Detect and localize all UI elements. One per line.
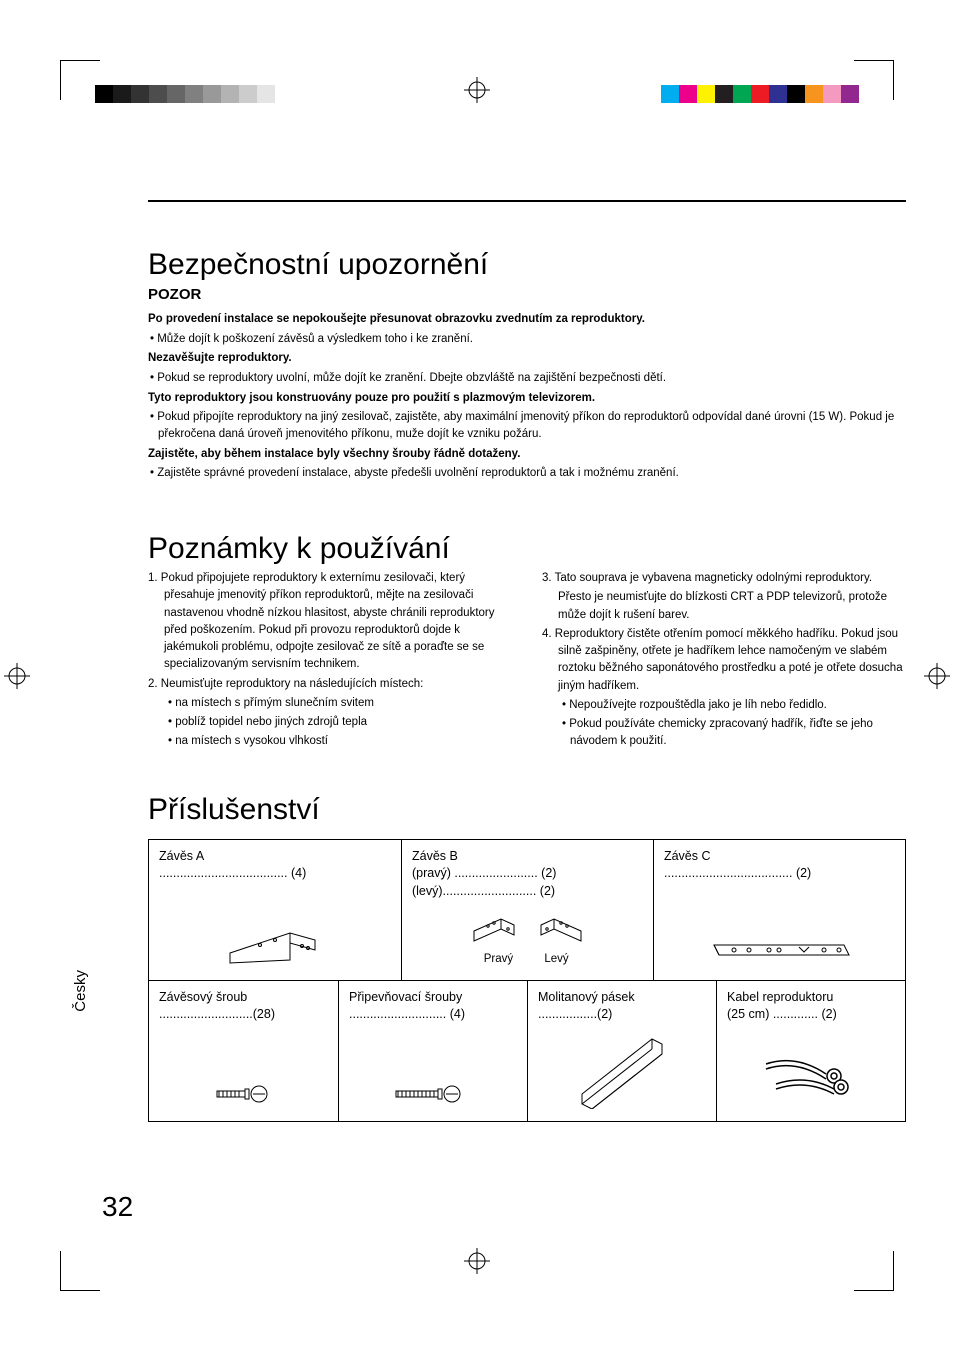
safety-p8: • Zajistěte správné provedení instalace,… — [148, 465, 906, 482]
acc-qty: (25 cm) ............. (2) — [727, 1006, 895, 1024]
acc-qty-l: (levý)........................... (2) — [412, 883, 643, 901]
safety-paragraphs: Po provedení instalace se nepokoušejte p… — [148, 311, 906, 482]
note-3b: Přesto je neumisťujte do blízkosti CRT a… — [542, 589, 906, 624]
page-content: Bezpečnostní upozornění POZOR Po provede… — [148, 230, 906, 1122]
registration-mark-left — [4, 663, 30, 689]
caution-label: POZOR — [148, 286, 906, 303]
registration-mark-right — [924, 663, 950, 689]
safety-p3: Nezavěšujte reproduktory. — [148, 350, 906, 367]
registration-mark-bottom — [464, 1248, 490, 1274]
safety-p5: Tyto reproduktory jsou konstruovány pouz… — [148, 390, 906, 407]
note-2a: • na místech s přímým slunečním svitem — [148, 695, 512, 712]
bracket-c-icon — [704, 933, 854, 968]
bracket-b-icons: PravýLevý — [402, 901, 653, 968]
acc-label: Připevňovací šrouby — [349, 989, 517, 1007]
acc-qty: ..................................... (2… — [664, 865, 895, 883]
sub-label-right: Pravý — [469, 951, 527, 967]
note-3a: 3. Tato souprava je vybavena magneticky … — [542, 570, 906, 587]
bracket-screw-icon — [209, 1079, 279, 1109]
speaker-cable-icon — [756, 1049, 866, 1109]
safety-p1: Po provedení instalace se nepokoušejte p… — [148, 311, 906, 328]
acc-label: Závěs A — [159, 848, 391, 866]
acc-label: Závěsový šroub — [159, 989, 328, 1007]
safety-p6: • Pokud připojíte reproduktory na jiný z… — [148, 409, 906, 442]
acc-label: Závěs C — [664, 848, 895, 866]
note-4a: • Nepoužívejte rozpouštědla jako je líh … — [542, 697, 906, 714]
acc-label: Kabel reproduktoru — [727, 989, 895, 1007]
acc-qty: .................(2) — [538, 1006, 706, 1024]
acc-qty: ..................................... (4… — [159, 865, 391, 883]
acc-label: Závěs B — [412, 848, 643, 866]
note-1: 1. Pokud připojujete reproduktory k exte… — [148, 570, 512, 674]
accessories-row-2: Závěsový šroub .........................… — [149, 980, 905, 1121]
bracket-a-icon — [220, 918, 330, 968]
note-2: 2. Neumisťujte reproduktory na následují… — [148, 676, 512, 693]
safety-heading: Bezpečnostní upozornění — [148, 248, 906, 282]
acc-foam-strip: Molitanový pásek .................(2) — [527, 981, 716, 1121]
accessories-heading: Příslušenství — [148, 793, 906, 827]
note-2b: • poblíž topidel nebo jiných zdrojů tepl… — [148, 714, 512, 731]
acc-qty: ...........................(28) — [159, 1006, 328, 1024]
safety-p4: • Pokud se reproduktory uvolní, může doj… — [148, 370, 906, 387]
safety-p7: Zajistěte, aby během instalace byly všec… — [148, 446, 906, 463]
mounting-screw-icon — [388, 1079, 478, 1109]
foam-strip-icon — [567, 1029, 677, 1109]
grey-calibration-bars — [95, 85, 275, 103]
note-2c: • na místech s vysokou vlhkostí — [148, 733, 512, 750]
note-4: 4. Reproduktory čistěte otřením pomocí m… — [542, 626, 906, 695]
acc-bracket-b: Závěs B (pravý) ........................… — [401, 840, 653, 980]
acc-bracket-c: Závěs C ................................… — [653, 840, 905, 980]
safety-p2: • Může dojít k poškození závěsů a výsled… — [148, 331, 906, 348]
page-number: 32 — [102, 1191, 133, 1223]
accessories-row-1: Závěs A ................................… — [149, 840, 905, 980]
header-rule — [148, 200, 906, 202]
usage-col-right: 3. Tato souprava je vybavena magneticky … — [542, 570, 906, 753]
color-calibration-bars — [661, 85, 859, 103]
acc-bracket-a: Závěs A ................................… — [149, 840, 401, 980]
sub-label-left: Levý — [527, 951, 585, 967]
note-4b: • Pokud používáte chemicky zpracovaný ha… — [542, 716, 906, 751]
acc-bracket-screw: Závěsový šroub .........................… — [149, 981, 338, 1121]
usage-notes-columns: 1. Pokud připojujete reproduktory k exte… — [148, 570, 906, 753]
accessories-table: Závěs A ................................… — [148, 839, 906, 1122]
crop-mark-tr — [854, 60, 894, 100]
usage-notes-heading: Poznámky k používání — [148, 532, 906, 566]
acc-label: Molitanový pásek — [538, 989, 706, 1007]
crop-mark-tl — [60, 60, 100, 100]
crop-mark-bl — [60, 1251, 100, 1291]
acc-speaker-cable: Kabel reproduktoru (25 cm) .............… — [716, 981, 905, 1121]
side-language-label: Česky — [72, 970, 89, 1012]
registration-mark-top — [464, 77, 490, 103]
acc-mounting-screw: Připevňovací šrouby ....................… — [338, 981, 527, 1121]
acc-qty: ............................ (4) — [349, 1006, 517, 1024]
crop-mark-br — [854, 1251, 894, 1291]
usage-col-left: 1. Pokud připojujete reproduktory k exte… — [148, 570, 512, 753]
acc-qty-r: (pravý) ........................ (2) — [412, 865, 643, 883]
